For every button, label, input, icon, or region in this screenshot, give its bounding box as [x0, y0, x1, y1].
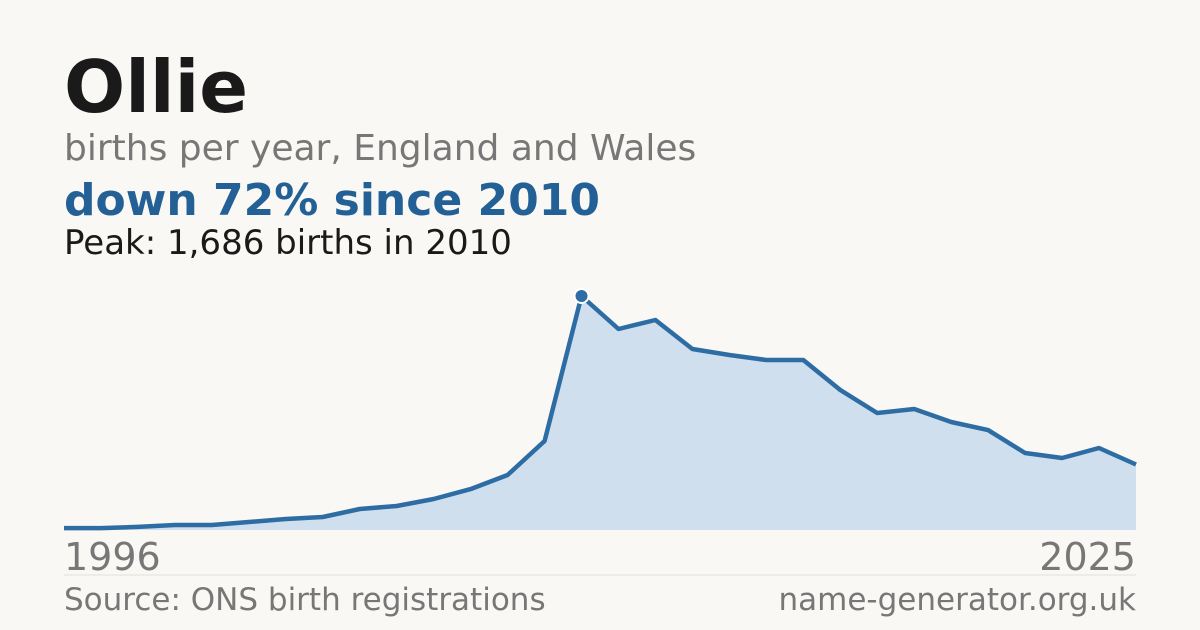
line	[64, 293, 1137, 531]
x-tick-label: 1996	[64, 535, 161, 579]
chart-title: Ollie	[64, 45, 248, 129]
site: name-generator.org.uk	[779, 582, 1137, 618]
chart-subtitle: births per year, England and Wales	[64, 128, 696, 169]
annotation: Peak: 1,686 births in 2010	[64, 223, 512, 263]
headline: down 72% since 2010	[64, 175, 600, 226]
plot: 1996 2025	[64, 288, 1137, 579]
area	[64, 296, 1136, 530]
x-tick-label: 2025	[1039, 535, 1136, 579]
peak-marker	[573, 288, 590, 304]
source: Source: ONS birth registrations	[64, 582, 546, 618]
